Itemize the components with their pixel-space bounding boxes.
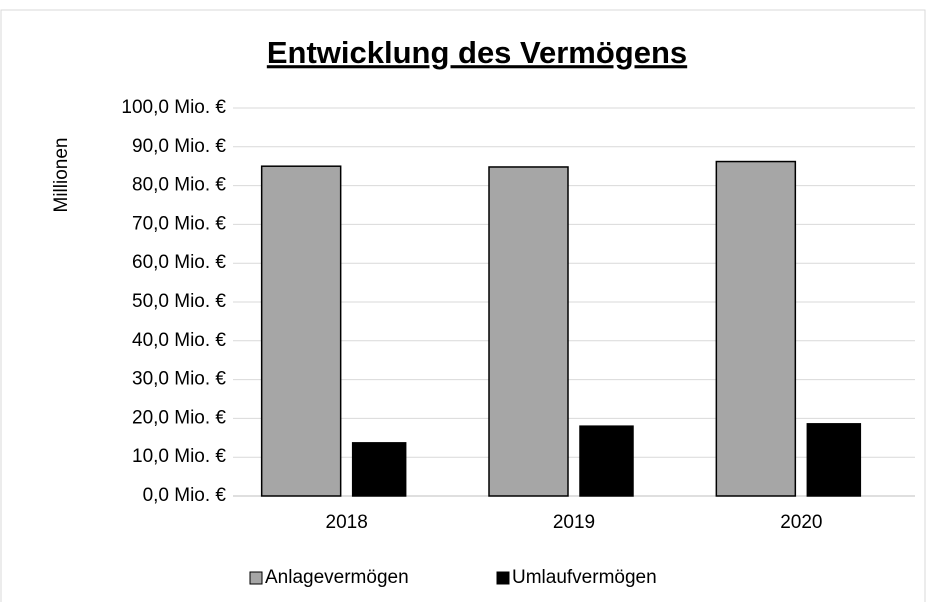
x-tick-label: 2019 — [553, 512, 595, 533]
bar — [351, 442, 407, 497]
y-tick-label: 30,0 Mio. € — [132, 369, 226, 390]
y-tick-label: 0,0 Mio. € — [143, 485, 227, 506]
bar — [579, 425, 634, 497]
x-tick-label: 2020 — [780, 512, 822, 533]
y-tick-label: 50,0 Mio. € — [132, 291, 226, 312]
chart-title: Entwicklung des Vermögens — [267, 35, 687, 70]
bar — [806, 423, 862, 497]
y-tick-label: 10,0 Mio. € — [132, 446, 226, 467]
bar — [260, 165, 342, 497]
y-tick-label: 80,0 Mio. € — [132, 175, 226, 196]
legend-label: Umlaufvermögen — [512, 567, 657, 588]
legend-label: Anlagevermögen — [265, 567, 409, 588]
y-tick-label: 40,0 Mio. € — [132, 330, 226, 351]
chart-border — [0, 9, 926, 602]
legend-swatch — [496, 571, 510, 585]
bar — [488, 166, 569, 497]
legend-swatch — [249, 571, 263, 585]
y-axis-label: Millionen — [51, 138, 72, 213]
y-tick-label: 100,0 Mio. € — [121, 97, 226, 118]
y-tick-label: 60,0 Mio. € — [132, 252, 226, 273]
y-tick-label: 20,0 Mio. € — [132, 407, 226, 428]
y-tick-label: 70,0 Mio. € — [132, 213, 226, 234]
y-tick-label: 90,0 Mio. € — [132, 136, 226, 157]
x-tick-label: 2018 — [326, 512, 368, 533]
bar — [715, 160, 797, 497]
